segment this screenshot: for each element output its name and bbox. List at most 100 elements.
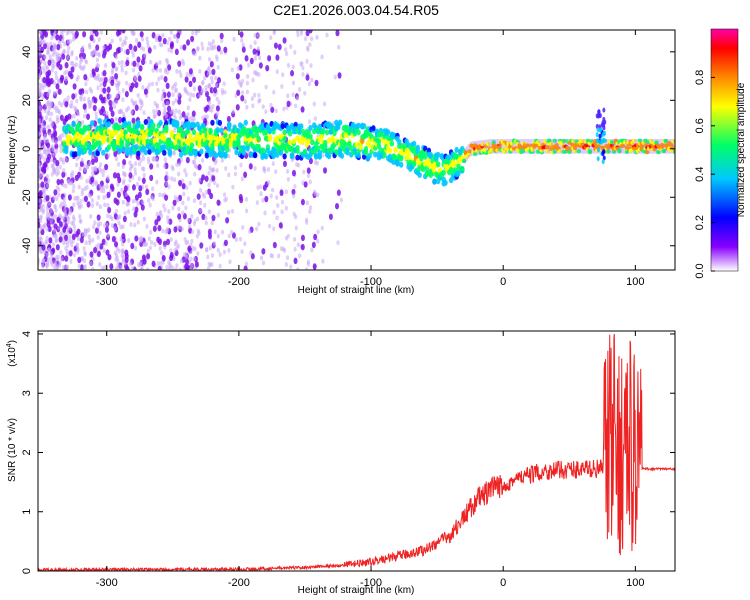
spectrogram-noise-cell xyxy=(93,49,97,55)
colorbar-tick-label: 0.6 xyxy=(694,118,706,133)
spectrogram-noise-cell xyxy=(47,147,52,153)
spectrogram-noise-cell xyxy=(149,163,154,170)
spectrogram-ridge-cell xyxy=(661,149,667,154)
spectrogram-noise-cell xyxy=(114,72,119,80)
spectrogram-ridge-cell xyxy=(602,122,606,128)
spectrogram-ridge-cell xyxy=(178,151,184,158)
spectrogram-noise-cell xyxy=(93,246,98,254)
spectrogram-ridge-halo xyxy=(662,139,665,154)
spectrogram-noise-cell xyxy=(192,92,196,98)
spectrogram-noise-cell xyxy=(248,229,252,234)
spectrogram-noise-cell xyxy=(48,237,53,244)
spectrogram-noise-cell xyxy=(149,229,153,235)
spectrogram-noise-cell xyxy=(46,49,50,55)
spectrogram-noise-cell xyxy=(270,106,275,113)
spectrogram-ridge-cell xyxy=(506,140,511,145)
spectrogram-noise-cell xyxy=(181,200,185,206)
spectrogram-noise-cell xyxy=(38,82,42,88)
spectrogram-ridge-cell xyxy=(234,149,239,156)
spectrogram-noise-cell xyxy=(218,263,222,269)
spectrogram-noise-cell xyxy=(142,156,146,161)
spectrogram-noise-cell xyxy=(182,191,186,197)
spectrogram-noise-cell xyxy=(60,157,65,163)
spectrogram-noise-cell xyxy=(63,41,67,47)
spectrogram-ridge-halo xyxy=(489,139,492,154)
spectrogram-noise-cell xyxy=(56,43,61,51)
spectrogram-noise-cell xyxy=(96,63,100,69)
spectrogram-noise-cell xyxy=(130,82,135,89)
spectrogram-ridge-cell xyxy=(319,133,324,140)
spectrogram-noise-cell xyxy=(148,245,152,251)
spectrogram-noise-cell xyxy=(85,178,89,184)
spectrogram-ridge-cell xyxy=(337,119,343,126)
spectrogram-noise-cell xyxy=(94,166,98,171)
spectrogram-noise-cell xyxy=(301,65,305,71)
spectrogram-noise-cell xyxy=(239,162,243,168)
spectrogram-ridge-cell xyxy=(82,126,87,133)
spectrogram-noise-cell xyxy=(153,100,157,106)
spectrogram-noise-cell xyxy=(235,104,240,111)
spectrogram-noise-cell xyxy=(223,46,228,53)
spectrogram-noise-cell xyxy=(336,189,341,196)
spectrogram-ridge-halo xyxy=(502,139,505,154)
spectrogram-noise-cell xyxy=(137,41,142,48)
spectrogram-ridge-cell xyxy=(356,152,361,159)
spectrogram-ridge-cell xyxy=(632,138,637,143)
spectrogram-ridge-cell xyxy=(411,161,417,168)
spectrogram-noise-cell xyxy=(57,192,61,198)
spectrogram-noise-cell xyxy=(58,137,63,142)
spectrogram-noise-cell xyxy=(39,30,43,36)
spectrogram-ridge-cell xyxy=(310,139,315,146)
spectrogram-ridge-cell xyxy=(134,128,139,135)
spectrogram-noise-cell xyxy=(167,209,171,214)
spectrogram-noise-cell xyxy=(65,30,69,36)
spectrogram-noise-cell xyxy=(284,262,288,267)
spectrogram-noise-cell xyxy=(162,203,166,209)
spectrogram-noise-cell xyxy=(124,256,129,264)
spectrogram-noise-cell xyxy=(301,72,305,77)
spectrogram-noise-cell xyxy=(78,88,83,95)
spectrogram-ridge-cell xyxy=(162,149,167,156)
spectrogram-ridge-cell xyxy=(361,123,367,130)
spectrogram-noise-cell xyxy=(209,192,214,200)
spectrogram-noise-cell xyxy=(50,137,55,143)
spectrogram-noise-cell xyxy=(167,260,171,266)
spectrogram-noise-cell xyxy=(178,179,183,187)
spectrogram-ridge-cell xyxy=(106,144,112,151)
spectrogram-noise-cell xyxy=(122,178,126,184)
spectrogram-noise-cell xyxy=(96,250,101,258)
spectrogram-noise-cell xyxy=(244,55,249,62)
spectrogram-noise-cell xyxy=(62,167,66,173)
spectrogram-noise-cell xyxy=(166,69,170,75)
spectrogram-noise-cell xyxy=(61,171,66,178)
spectrogram-noise-cell xyxy=(158,246,162,251)
spectrogram-noise-cell xyxy=(41,209,45,215)
spectrogram-noise-cell xyxy=(41,40,45,45)
spectrogram-ridge-cell xyxy=(117,147,123,154)
spectrogram-noise-cell xyxy=(49,41,53,47)
spectrogram-noise-cell xyxy=(308,179,312,185)
spectrogram-noise-cell xyxy=(286,62,291,68)
spectrogram-noise-cell xyxy=(227,209,231,215)
spectrogram-noise-cell xyxy=(161,88,165,94)
spectrogram-noise-cell xyxy=(192,256,197,262)
spectrogram-noise-cell xyxy=(248,163,253,170)
spectrogram-ridge-cell xyxy=(467,149,472,154)
spectrogram-ridge-cell xyxy=(382,152,387,159)
spectrogram-noise-cell xyxy=(78,214,82,219)
spectrogram-noise-cell xyxy=(164,113,169,119)
spectrogram-noise-cell xyxy=(171,265,175,270)
spectrogram-noise-cell xyxy=(299,30,304,33)
spectrogram-noise-cell xyxy=(173,88,178,94)
spectrogram-noise-cell xyxy=(57,79,61,85)
spectrogram-noise-cell xyxy=(61,264,66,270)
spectrogram-noise-cell xyxy=(52,42,57,48)
spectrogram-noise-cell xyxy=(130,109,134,115)
spectrogram-noise-cell xyxy=(290,70,295,77)
spectrogram-noise-cell xyxy=(123,40,128,46)
spectrogram-ridge-cell xyxy=(489,147,495,152)
spectrogram-noise-cell xyxy=(97,195,101,200)
spectrogram-noise-cell xyxy=(244,196,249,202)
spectrogram-ridge-cell xyxy=(460,165,465,172)
spectrogram-ridge-cell xyxy=(461,158,467,163)
